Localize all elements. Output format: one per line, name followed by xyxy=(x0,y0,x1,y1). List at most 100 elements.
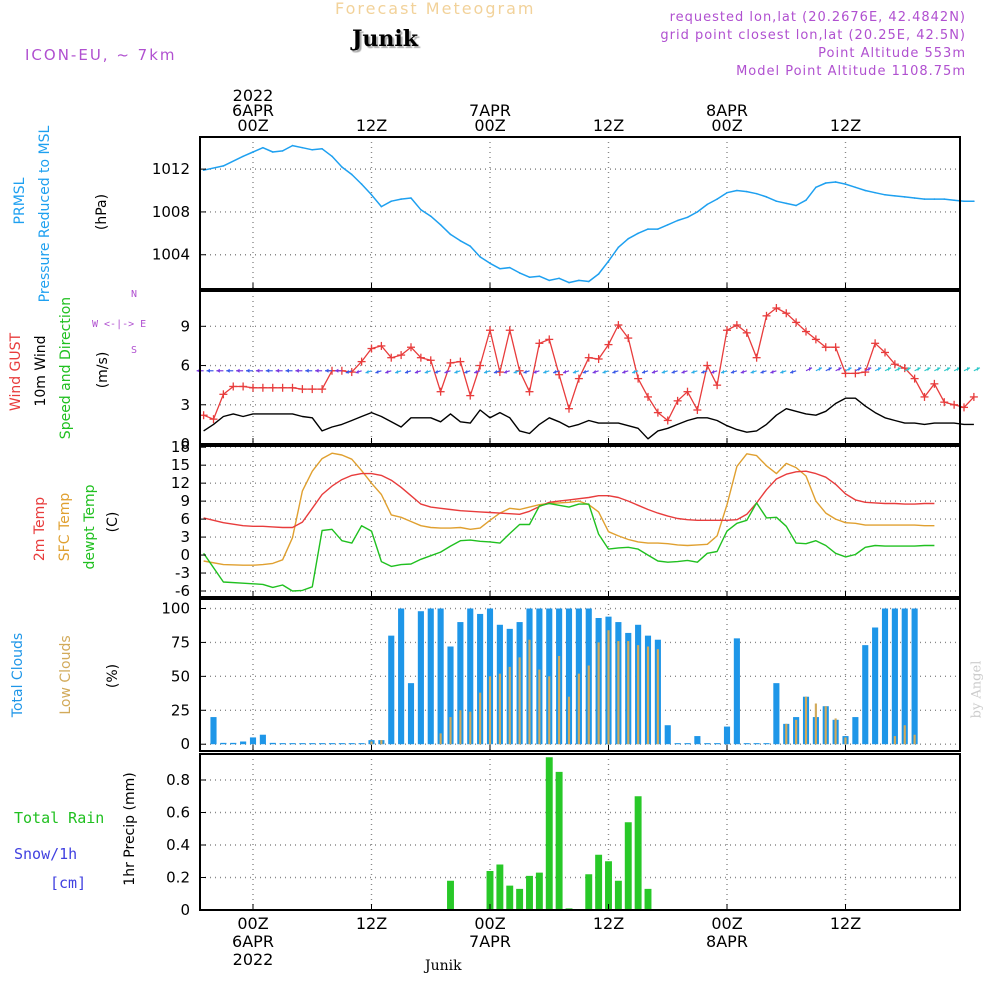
wind-direction-arrow xyxy=(780,369,787,374)
total-cloud-bar xyxy=(289,743,296,745)
gust-point xyxy=(821,343,830,352)
arrow-head xyxy=(523,369,527,374)
wind-direction-arrow xyxy=(720,369,728,374)
gust-point xyxy=(732,321,741,329)
pressure-point xyxy=(686,216,689,219)
total-cloud-bar xyxy=(477,613,484,745)
pressure-point xyxy=(963,200,965,203)
arrow-head xyxy=(642,369,645,374)
low-cloud-bar xyxy=(656,649,659,745)
arrow-head xyxy=(868,367,872,372)
clouds-unit: (%) xyxy=(105,663,121,689)
rain-bar xyxy=(545,757,553,910)
pressure-point xyxy=(854,186,857,189)
low-cloud-bar xyxy=(903,725,906,745)
wind-direction-arrow xyxy=(943,367,951,372)
wind-direction-arrow xyxy=(394,369,402,374)
gust-point xyxy=(653,408,662,417)
pressure-point xyxy=(410,197,412,199)
gust-point xyxy=(249,383,257,392)
total-cloud-bar xyxy=(437,608,444,745)
wind-direction-arrow xyxy=(855,367,862,372)
arrow-head xyxy=(622,369,626,374)
pressure-point xyxy=(489,262,491,265)
low-cloud-bar xyxy=(528,639,531,745)
gust-point xyxy=(298,385,307,394)
wind-direction-arrow xyxy=(483,369,491,374)
wind-direction-arrow xyxy=(973,367,981,372)
wind-direction-arrow xyxy=(602,369,609,374)
gust-point xyxy=(969,392,978,401)
total-cloud-bar xyxy=(901,608,908,745)
wind-direction-arrow xyxy=(285,368,293,373)
low-cloud-bar xyxy=(844,737,847,745)
ytick-label-temperature: 3 xyxy=(180,528,190,546)
pressure-point xyxy=(479,256,481,258)
low-cloud-bar xyxy=(469,711,472,745)
wind-direction-arrow xyxy=(963,367,971,372)
arrow-head xyxy=(602,369,606,374)
wind-direction-arrow xyxy=(305,368,313,373)
panel-frame-pressure xyxy=(199,136,961,290)
arrow-head xyxy=(848,367,852,372)
top-time-label: 00Z xyxy=(711,116,742,135)
pressure-point xyxy=(815,186,817,189)
pressure-point xyxy=(311,149,314,151)
gust-point xyxy=(476,361,485,370)
arrow-head xyxy=(533,369,537,374)
arrow-head xyxy=(325,368,329,373)
total-cloud-bar xyxy=(240,741,247,745)
gust-point xyxy=(673,396,682,405)
rain-bar xyxy=(644,888,652,910)
wind-direction-arrow xyxy=(265,368,273,373)
top-time-label: 12Z xyxy=(593,116,624,135)
arrow-head xyxy=(818,367,822,372)
top-time-label: 00Z xyxy=(237,116,268,135)
pressure-point xyxy=(834,181,837,183)
low-cloud-bar xyxy=(617,641,620,745)
low-cloud-bar xyxy=(597,642,600,745)
wind10m-label: 10m Wind xyxy=(33,335,49,407)
pressure-point xyxy=(933,198,936,200)
arrow-head xyxy=(513,369,517,374)
wind-direction-arrow xyxy=(216,368,224,373)
pressure-line xyxy=(203,144,974,284)
arrow-head xyxy=(878,367,882,372)
ytick-label-precip: 0.6 xyxy=(166,804,190,822)
total-cloud-bar xyxy=(891,608,898,745)
pressure-point xyxy=(301,146,304,149)
low-cloud-bar xyxy=(370,741,373,745)
total-cloud-bar xyxy=(348,743,355,745)
gust-line xyxy=(203,307,975,422)
pressure-point xyxy=(874,191,876,194)
grid-point-coords: grid point closest lon,lat (20.25E, 42.5… xyxy=(660,28,966,43)
arrow-head xyxy=(976,367,980,372)
pressure-point xyxy=(262,146,264,149)
pressure-point xyxy=(676,219,679,222)
rain-bar xyxy=(496,864,504,910)
ytick-label-wind: 6 xyxy=(180,357,190,375)
total-cloud-bar xyxy=(427,608,434,745)
pressure-point xyxy=(884,194,886,196)
rain-bar xyxy=(605,861,612,910)
pressure-point xyxy=(844,183,847,185)
pressure-point xyxy=(321,147,323,150)
ytick-label-temperature: 12 xyxy=(171,474,190,492)
ytick-label-temperature: -6 xyxy=(175,582,190,600)
ytick-label-temperature: -3 xyxy=(175,564,190,582)
wind-direction-arrow xyxy=(622,369,629,374)
wind-direction-arrow xyxy=(543,369,550,374)
bottom-time-label: 12Z xyxy=(593,914,624,933)
gust-point xyxy=(426,356,435,365)
gust-point xyxy=(614,321,623,329)
arrow-head xyxy=(721,369,724,374)
wind-direction-arrow xyxy=(365,369,372,374)
pressure-point xyxy=(222,165,225,167)
low-cloud-bar xyxy=(449,717,452,745)
pressure-point xyxy=(824,182,827,184)
bottom-time-label: 00Z xyxy=(474,914,505,933)
low-cloud-bar xyxy=(567,696,571,745)
wind-direction-arrow xyxy=(236,368,244,373)
wind-direction-arrow xyxy=(572,369,580,374)
ytick-label-temperature: 15 xyxy=(171,456,190,474)
